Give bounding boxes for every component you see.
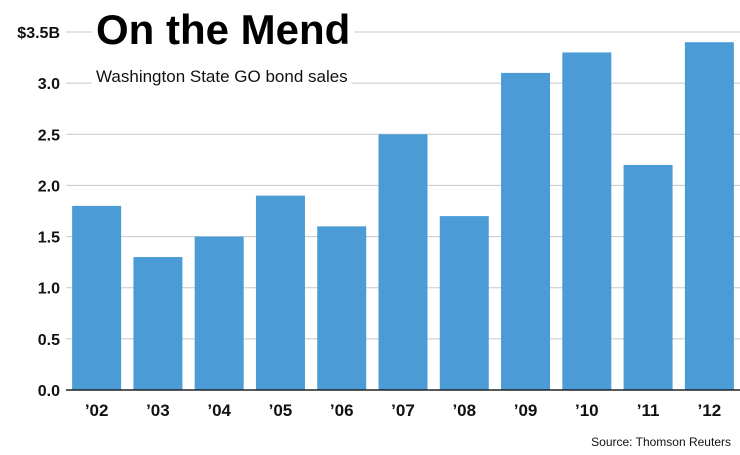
x-tick-label: ’10 [575, 401, 599, 420]
y-tick-label: 3.0 [38, 76, 60, 93]
bar-1 [133, 257, 183, 390]
x-tick-label: ’08 [452, 401, 476, 420]
bar-3 [255, 195, 305, 390]
x-tick-label: ’07 [391, 401, 415, 420]
x-tick-label: ’02 [85, 401, 109, 420]
x-tick-label: ’09 [514, 401, 538, 420]
bar-0 [72, 205, 122, 390]
y-tick-label: 1.0 [38, 281, 60, 298]
x-tick-label: ’05 [269, 401, 293, 420]
subtitle-backing [92, 65, 352, 88]
chart-source: Source: Thomson Reuters [591, 435, 731, 449]
y-tick-label: 0.5 [38, 332, 60, 349]
y-axis-ticks: 0.0 0.5 1.0 1.5 2.0 2.5 3.0 $3.5B [17, 25, 60, 400]
x-tick-label: ’04 [207, 401, 231, 420]
chart-title: On the Mend [96, 6, 350, 53]
y-tick-label: 0.0 [38, 383, 60, 400]
x-tick-label: ’03 [146, 401, 170, 420]
y-tick-label: 1.5 [38, 230, 60, 247]
bar-10 [684, 42, 734, 390]
x-tick-label: ’06 [330, 401, 354, 420]
x-axis-ticks: ’02 ’03 ’04 ’05 ’06 ’07 ’08 ’09 ’10 ’11 ’12 [85, 401, 721, 420]
bar-6 [439, 216, 489, 390]
x-tick-label: ’11 [637, 401, 660, 420]
y-tick-label: 2.0 [38, 178, 60, 195]
y-tick-label: $3.5B [17, 25, 60, 42]
title-backing [92, 4, 355, 55]
bar-2 [194, 236, 244, 390]
x-tick-label: ’12 [698, 401, 722, 420]
bar-5 [378, 134, 428, 390]
bar-9 [623, 164, 673, 390]
bar-8 [562, 52, 612, 390]
bar-7 [501, 72, 551, 391]
y-tick-label: 2.5 [38, 127, 60, 144]
bar-4 [317, 226, 367, 390]
bar-layer [72, 42, 734, 391]
chart-subtitle: Washington State GO bond sales [96, 67, 348, 86]
